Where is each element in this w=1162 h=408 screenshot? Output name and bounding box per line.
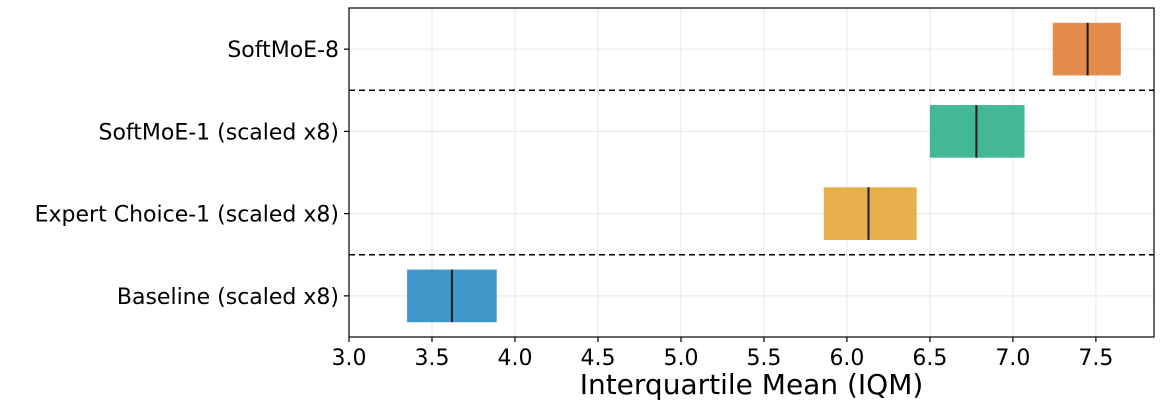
x-tick-label: 5.5 [746,346,781,371]
bars [407,22,1121,323]
x-axis-label: Interquartile Mean (IQM) [580,368,924,401]
x-tick-label: 5.0 [663,346,698,371]
x-tick-label: 3.5 [414,346,449,371]
x-ticks: 3.0 3.5 4.0 4.5 5.0 5.5 6.0 6.5 7.0 7.5 [332,337,1113,371]
x-tick-label: 3.0 [332,346,367,371]
separators [349,89,1154,256]
y-tick-label: SoftMoE-8 [227,38,339,63]
y-tick-label: Baseline (scaled x8) [117,285,339,310]
y-ticks: SoftMoE-8 SoftMoE-1 (scaled x8) Expert Cho… [35,38,349,310]
x-tick-label: 7.0 [995,346,1030,371]
x-tick-label: 4.5 [580,346,615,371]
x-tick-label: 4.0 [497,346,532,371]
x-tick-label: 6.5 [912,346,947,371]
grid [348,8,1154,337]
x-tick-label: 6.0 [829,346,864,371]
x-tick-label: 7.5 [1078,346,1113,371]
plot-frame [348,7,1155,338]
iqm-interval-bar [823,187,917,240]
y-tick-label: Expert Choice-1 (scaled x8) [35,203,339,228]
y-tick-label: SoftMoE-1 (scaled x8) [98,120,339,145]
